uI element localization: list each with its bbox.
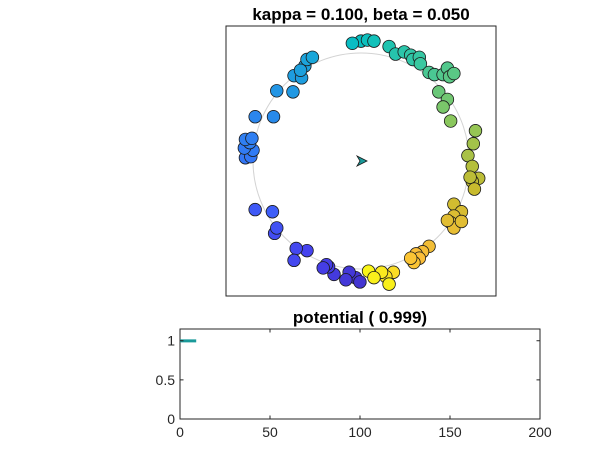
scatter-point: [286, 85, 300, 99]
scatter-point: [440, 213, 455, 228]
scatter-point: [447, 66, 461, 81]
scatter-point: [443, 114, 458, 128]
y-ticks: 00.51: [156, 333, 540, 427]
scatter-point: [300, 243, 314, 258]
scatter-point: [248, 110, 262, 124]
scatter-point: [293, 63, 308, 77]
x-tick-label: 200: [528, 424, 552, 440]
line-title: potential ( 0.999): [293, 308, 427, 327]
scatter-point: [463, 170, 477, 184]
scatter-point: [345, 36, 360, 50]
scatter-point: [467, 182, 482, 196]
scatter-point: [413, 57, 428, 71]
x-ticks: 0 50 100 150 200: [176, 329, 552, 440]
scatter-point: [248, 202, 262, 217]
x-tick-label: 150: [438, 424, 462, 440]
y-tick-label: 0.5: [156, 372, 176, 388]
scatter-point: [339, 273, 353, 287]
heading-arrow-icon: [355, 155, 368, 167]
scatter-point: [367, 34, 381, 48]
scatter-point: [265, 205, 280, 219]
scatter-point: [287, 253, 301, 268]
scatter-point: [316, 261, 330, 275]
scatter-point: [466, 137, 481, 151]
scatter-point: [305, 50, 320, 65]
scatter-point: [454, 214, 469, 229]
scatter-point: [432, 85, 446, 99]
scatter-point: [266, 110, 281, 124]
scatter-point: [465, 159, 479, 174]
scatter-plot-area: [225, 25, 497, 297]
x-tick-label: 0: [176, 424, 184, 440]
scatter-point: [245, 131, 259, 146]
x-tick-label: 50: [262, 424, 278, 440]
scatter-point: [468, 124, 483, 138]
line-axes-box: [179, 328, 541, 420]
y-tick-label: 0: [167, 411, 175, 427]
x-tick-label: 100: [348, 424, 372, 440]
scatter-point: [382, 277, 396, 291]
scatter-title: kappa = 0.100, beta = 0.050: [252, 5, 469, 24]
scatter-point: [403, 251, 418, 265]
scatter-point: [289, 241, 303, 256]
scatter-point: [353, 275, 367, 289]
scatter-layer: [237, 33, 486, 291]
scatter-point: [367, 270, 381, 285]
scatter-point: [270, 221, 284, 235]
y-tick-label: 1: [167, 333, 175, 349]
scatter-point: [436, 100, 450, 114]
line-plot-area: 0 50 100 150 200 00.51: [156, 328, 552, 440]
scatter-point: [270, 84, 284, 98]
